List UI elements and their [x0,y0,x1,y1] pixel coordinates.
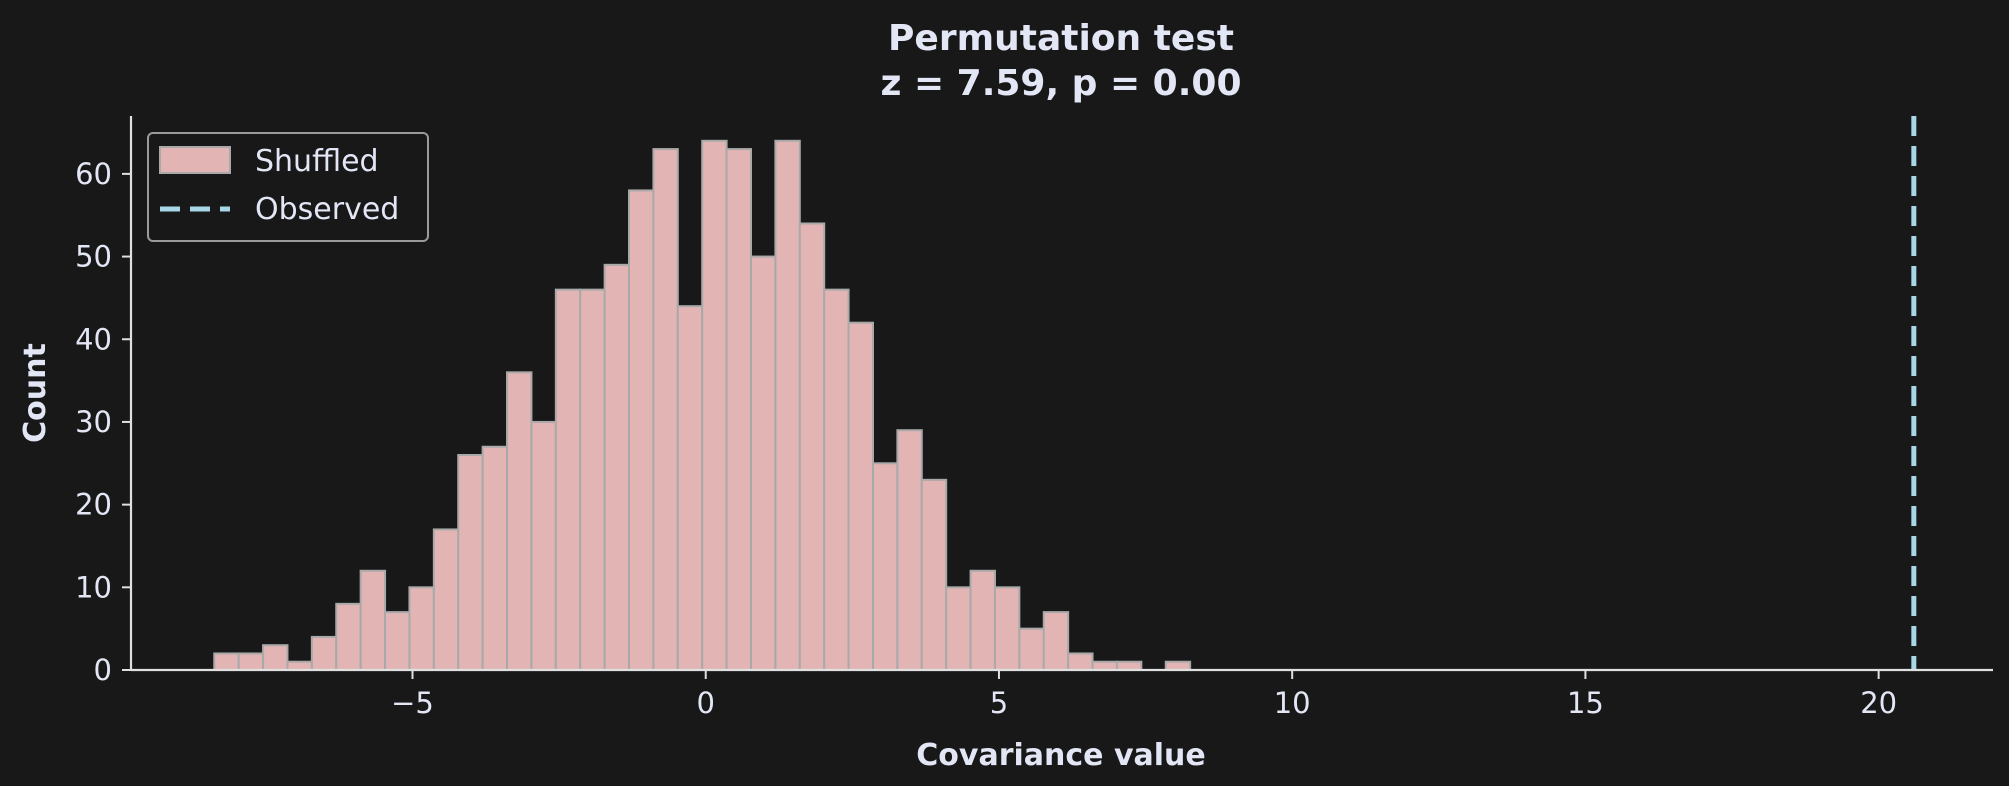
histogram-bar [359,569,387,671]
histogram-bar [603,263,631,671]
y-tick-label: 30 [75,405,112,439]
histogram-bar [213,652,240,672]
y-ticks: 0 10 20 30 40 50 60 [75,157,131,687]
histogram-bar [628,189,655,671]
histogram-bar [676,305,704,671]
y-tick-label: 40 [75,322,112,356]
histogram-bar [774,139,801,671]
histogram-bar [896,429,923,671]
y-tick-label: 0 [94,653,112,687]
histogram-bar [1115,660,1143,671]
chart-subtitle: z = 7.59, p = 0.00 [880,63,1241,104]
histogram-bar [847,321,874,671]
histogram-bar [1018,627,1045,672]
legend: Shuffled Observed [147,132,429,242]
histogram-bar [750,255,777,671]
histogram-bar [1042,611,1070,671]
histogram-bar [335,602,362,672]
histogram-bar [701,139,728,671]
x-tick-label: 10 [1274,686,1311,720]
histogram-bar [384,611,411,671]
histogram-bar [262,644,289,671]
histogram-bar [506,371,533,671]
histogram-bar [1067,652,1094,672]
histogram-bar [798,222,826,672]
histogram-bar [457,454,484,671]
y-tick-label: 60 [75,157,112,191]
histogram-bar [237,652,265,672]
x-tick-label: 5 [990,686,1008,720]
x-tick-label: −5 [391,686,434,720]
histogram-bar [1164,660,1192,671]
x-axis-label: Covariance value [916,738,1205,773]
histogram-bar [286,660,313,671]
x-ticks: −5 0 5 10 15 20 [391,670,1897,720]
x-tick-label: 20 [1860,686,1897,720]
histogram-bar [310,635,338,671]
histogram-bar [1091,660,1118,671]
histogram-bar [554,288,582,671]
x-tick-label: 0 [697,686,715,720]
histogram-bar [432,528,460,672]
histogram-bar [871,462,899,671]
histogram-bar [579,288,606,671]
legend-label-shuffled: Shuffled [255,144,379,179]
histogram-bar [920,478,948,671]
histogram-bar [969,569,996,671]
legend-label-observed: Observed [255,192,399,227]
histogram-bar [652,148,679,671]
histogram-bar [993,586,1021,671]
y-tick-label: 10 [75,570,112,604]
y-axis-label: Count [18,343,53,443]
histogram-bar [530,420,557,672]
y-tick-label: 50 [75,240,112,274]
histogram-bar [725,148,753,671]
x-tick-label: 15 [1567,686,1604,720]
legend-swatch-shuffled [159,146,231,174]
histogram-bar [481,445,509,672]
histogram-bar [823,288,850,671]
chart-title: Permutation test [888,18,1234,59]
histogram-bar [945,586,972,671]
histogram-bar [408,586,435,671]
y-tick-label: 20 [75,488,112,522]
